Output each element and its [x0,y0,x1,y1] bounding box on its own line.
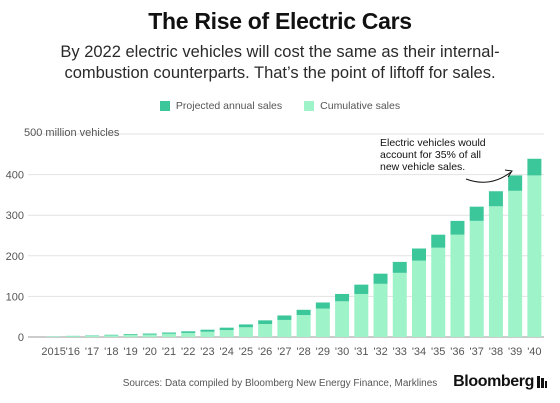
legend-item-projected: Projected annual sales [159,100,283,112]
bar-projected [335,293,350,302]
bar-cumulative [488,206,503,337]
bar-cumulative [315,308,330,337]
bar-cumulative [450,234,465,337]
x-tick-label: '33 [393,346,407,358]
x-tick-label: '34 [412,346,426,358]
bar-cumulative [431,247,446,337]
bar-projected [142,333,157,335]
bar-cumulative [412,260,426,337]
bar-projected [258,320,273,325]
y-axis-label: 500 million vehicles [24,127,120,139]
bar-cumulative [296,315,311,337]
bar-projected [527,158,542,176]
bar-cumulative [335,301,350,337]
x-tick-label: 2015 [41,346,65,358]
legend-item-cumulative: Cumulative sales [304,100,400,112]
bar-cumulative [85,335,100,337]
x-tick-label: '38 [489,346,503,358]
legend-swatch-cumulative [304,101,315,111]
bar-projected [104,334,119,336]
chart-subtitle: By 2022 electric vehicles will cost the … [60,43,500,82]
bar-projected [354,284,369,294]
legend-swatch-projected [159,101,170,111]
legend-label-projected: Projected annual sales [175,100,283,112]
x-tick-label: '40 [527,346,541,358]
annotation-arrow [465,171,512,183]
bar-projected [431,234,446,248]
y-tick-label: 0 [18,332,24,344]
bar-projected [219,327,234,331]
bar-cumulative [277,319,292,337]
bar-cumulative [65,336,80,337]
x-tick-label: '21 [162,346,176,358]
bar-projected [162,332,176,334]
legend-label-cumulative: Cumulative sales [320,100,401,112]
bar-cumulative [392,272,407,337]
x-tick-label: '36 [450,346,464,358]
x-tick-label: '19 [123,346,137,358]
brand-logo: Bloomberg [453,373,547,391]
bar-cumulative [104,335,119,337]
bar-cumulative [354,293,369,337]
bar-cumulative [142,334,157,337]
x-tick-label: '16 [66,346,80,358]
bar-cumulative [373,283,388,337]
bar-projected [373,273,388,284]
annotation-text: account for 35% of all [380,149,481,161]
x-tick-label: '23 [200,346,214,358]
bar-cumulative [469,220,484,337]
y-tick-label: 400 [6,170,24,182]
bar-cumulative [162,333,176,337]
source-note: Sources: Data compiled by Bloomberg New … [122,378,438,389]
x-tick-label: '20 [143,346,157,358]
x-tick-label: '29 [316,346,330,358]
annotation-text: new vehicle sales. [380,161,465,173]
x-tick-label: '26 [258,346,272,358]
bar-projected [277,315,292,320]
x-tick-label: '25 [239,346,253,358]
bar-projected [488,191,503,207]
bar-projected [123,334,138,335]
bar-projected [412,248,426,261]
bar-projected [181,331,196,333]
annotation-arrowhead-icon [504,169,513,178]
y-tick-label: 100 [6,291,24,303]
x-tick-label: '24 [220,346,234,358]
bar-cumulative [181,332,196,337]
bar-projected [315,302,330,309]
bar-projected [508,175,523,191]
bar-cumulative [238,327,253,337]
bar-projected [469,206,484,221]
bar-cumulative [527,175,542,337]
bar-cumulative [219,330,234,337]
bar-projected [200,329,215,332]
bar-cumulative [258,324,273,337]
x-tick-label: '28 [296,346,310,358]
brand-mark-icon [537,376,547,388]
bar-cumulative [123,334,138,337]
annotation-text: Electric vehicles would [380,137,486,149]
y-tick-label: 300 [6,210,24,222]
chart-area: 0 100 200 300 400 500 million vehicles 2015'16… [6,127,544,358]
x-tick-label: '39 [508,346,522,358]
bar-cumulative [508,190,523,337]
bar-projected [392,261,407,273]
x-tick-label: '17 [85,346,99,358]
bar-projected [238,324,253,328]
bar-projected [296,309,311,316]
x-tick-label: '22 [181,346,195,358]
x-tick-label: '35 [431,346,445,358]
y-tick-label: 200 [6,251,24,263]
legend: Projected annual sales Cumulative sales [0,100,560,112]
bar-projected [450,220,465,235]
x-tick-label: '30 [335,346,349,358]
chart-title: The Rise of Electric Cars [148,8,412,34]
x-tick-label: '27 [277,346,291,358]
x-tick-label: '31 [354,346,368,358]
x-tick-label: '32 [373,346,387,358]
x-tick-label: '37 [470,346,484,358]
x-tick-label: '18 [104,346,118,358]
bar-cumulative [200,331,215,337]
brand-name: Bloomberg [453,373,534,390]
